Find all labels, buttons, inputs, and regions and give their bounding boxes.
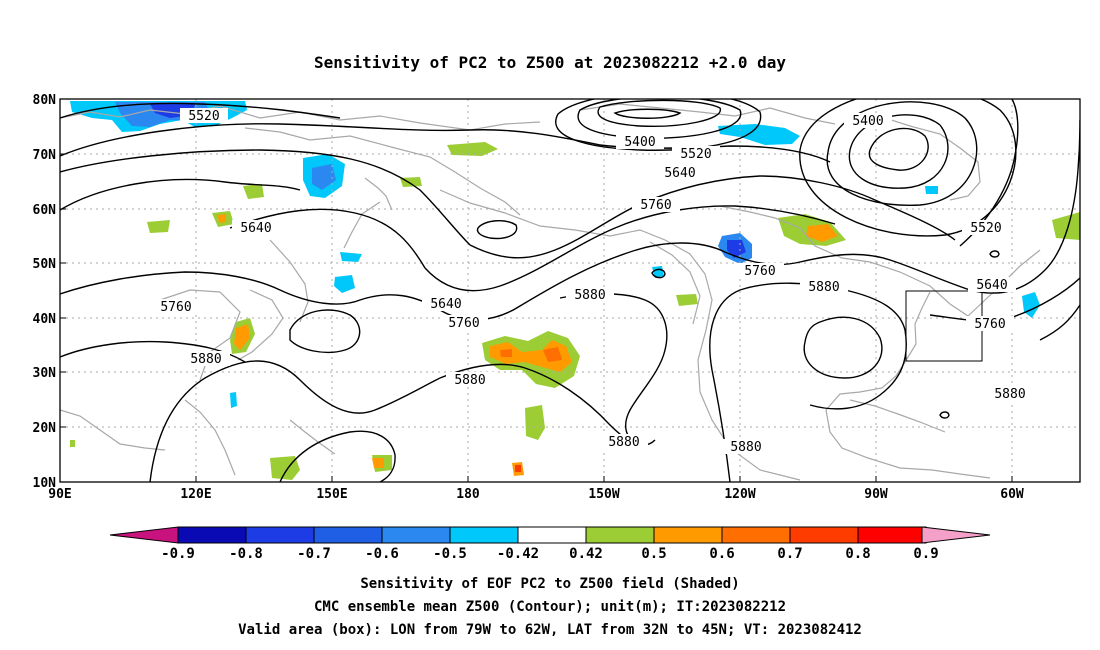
lat-label: 60N: [33, 203, 57, 218]
svg-text:5760: 5760: [974, 317, 1005, 332]
lat-lon-grid: [60, 99, 1080, 482]
svg-text:5640: 5640: [240, 221, 271, 236]
colorbar-swatch: [789, 526, 859, 544]
svg-text:5880: 5880: [994, 387, 1025, 402]
map-frame: [59, 98, 1081, 483]
svg-text:5760: 5760: [160, 300, 191, 315]
lon-label: 150E: [316, 487, 347, 502]
colorbar-swatch: [245, 526, 315, 544]
colorbar-left-arrow: [109, 526, 179, 544]
contour-label-5760-q: 5760: [966, 316, 1014, 332]
contour-label-5760-l: 5760: [440, 315, 488, 331]
lon-label: 90W: [864, 487, 888, 502]
contour-label-5520-a: 5520: [180, 108, 228, 124]
colorbar-label: -0.7: [297, 546, 331, 562]
contour-label-5880-m: 5880: [800, 279, 848, 295]
contour-labels: 5520 5400 5520 5400 5640 5760 5520 5640 …: [152, 108, 1034, 455]
colorbar-label: -0.5: [433, 546, 467, 562]
colorbar-legend: -0.9 -0.8 -0.7 -0.6 -0.5 -0.42 0.42 0.5 …: [109, 526, 991, 562]
svg-text:5880: 5880: [574, 288, 605, 303]
colorbar-label: -0.42: [497, 546, 539, 562]
colorbar-swatch: [449, 526, 519, 544]
svg-text:5400: 5400: [852, 114, 883, 129]
svg-text:5760: 5760: [448, 316, 479, 331]
svg-text:5640: 5640: [976, 278, 1007, 293]
colorbar-label: -0.9: [161, 546, 195, 562]
contour-label-5520-c: 5520: [672, 146, 720, 162]
colorbar-swatch: [177, 526, 247, 544]
contour-label-5760-f: 5760: [632, 197, 680, 213]
colorbar-label: -0.6: [365, 546, 399, 562]
svg-text:5880: 5880: [730, 440, 761, 455]
colorbar-swatch: [585, 526, 655, 544]
lat-label: 20N: [33, 421, 57, 436]
map-title: Sensitivity of PC2 to Z500 at 2023082212…: [314, 53, 786, 72]
lon-label: 120E: [180, 487, 211, 502]
contour-label-5760-i: 5760: [736, 263, 784, 279]
contour-label-5880-u: 5880: [722, 439, 770, 455]
latitude-labels: 80N 70N 60N 50N 40N 30N 20N 10N: [33, 93, 57, 491]
lat-label: 10N: [33, 476, 57, 491]
caption-line-contour: CMC ensemble mean Z500 (Contour); unit(m…: [314, 599, 786, 615]
lon-label: 90E: [48, 487, 71, 502]
contour-label-5880-o: 5880: [182, 351, 230, 367]
contour-label-5880-s: 5880: [986, 386, 1034, 402]
contour-label-5880-r: 5880: [446, 372, 494, 388]
contour-label-5400-b: 5400: [616, 134, 664, 150]
contour-label-5400-d: 5400: [844, 113, 892, 129]
svg-text:5880: 5880: [454, 373, 485, 388]
svg-text:5520: 5520: [188, 109, 219, 124]
contour-label-5640-p: 5640: [968, 277, 1016, 293]
svg-text:5880: 5880: [190, 352, 221, 367]
svg-text:5640: 5640: [664, 166, 695, 181]
colorbar-labels: -0.9 -0.8 -0.7 -0.6 -0.5 -0.42 0.42 0.5 …: [161, 546, 939, 562]
figure-caption: Sensitivity of EOF PC2 to Z500 field (Sh…: [238, 576, 862, 638]
colorbar-swatch: [857, 526, 927, 544]
caption-line-shading: Sensitivity of EOF PC2 to Z500 field (Sh…: [360, 576, 739, 592]
colorbar-label: 0.5: [641, 546, 666, 562]
svg-text:5760: 5760: [640, 198, 671, 213]
colorbar-right-arrow: [921, 526, 991, 544]
lat-label: 70N: [33, 148, 57, 163]
colorbar-label: -0.8: [229, 546, 263, 562]
longitude-labels: 90E 120E 150E 180 150W 120W 90W 60W: [48, 487, 1024, 502]
colorbar-label: 0.7: [777, 546, 802, 562]
lat-label: 50N: [33, 257, 57, 272]
lat-label: 30N: [33, 366, 57, 381]
contour-label-5760-n: 5760: [152, 299, 200, 315]
caption-line-valid-area: Valid area (box): LON from 79W to 62W, L…: [238, 622, 862, 638]
lat-label: 40N: [33, 312, 57, 327]
colorbar-swatch: [653, 526, 723, 544]
svg-text:5880: 5880: [808, 280, 839, 295]
colorbar-label: 0.9: [913, 546, 938, 562]
contour-label-5640-e: 5640: [656, 165, 704, 181]
contour-label-5880-t: 5880: [600, 434, 648, 450]
contour-label-5640-h: 5640: [232, 220, 280, 236]
colorbar-swatch: [313, 526, 383, 544]
svg-text:5760: 5760: [744, 264, 775, 279]
colorbar-label: 0.42: [569, 546, 603, 562]
contour-label-5880-j: 5880: [566, 287, 614, 303]
colorbar-swatch: [381, 526, 451, 544]
svg-text:5640: 5640: [430, 297, 461, 312]
svg-text:5880: 5880: [608, 435, 639, 450]
lon-label: 60W: [1000, 487, 1024, 502]
contour-label-5520-g: 5520: [962, 220, 1010, 236]
axis-ticks: [60, 98, 1013, 483]
lon-label: 120W: [724, 487, 755, 502]
svg-text:5400: 5400: [624, 135, 655, 150]
lon-label: 180: [456, 487, 480, 502]
contour-label-5640-k: 5640: [422, 296, 470, 312]
colorbar-label: 0.8: [845, 546, 870, 562]
colorbar-swatch: [721, 526, 791, 544]
colorbar-swatch: [517, 526, 587, 544]
colorbar-label: 0.6: [709, 546, 734, 562]
lon-label: 150W: [588, 487, 619, 502]
svg-text:5520: 5520: [680, 147, 711, 162]
svg-text:5520: 5520: [970, 221, 1001, 236]
lat-label: 80N: [33, 93, 57, 108]
